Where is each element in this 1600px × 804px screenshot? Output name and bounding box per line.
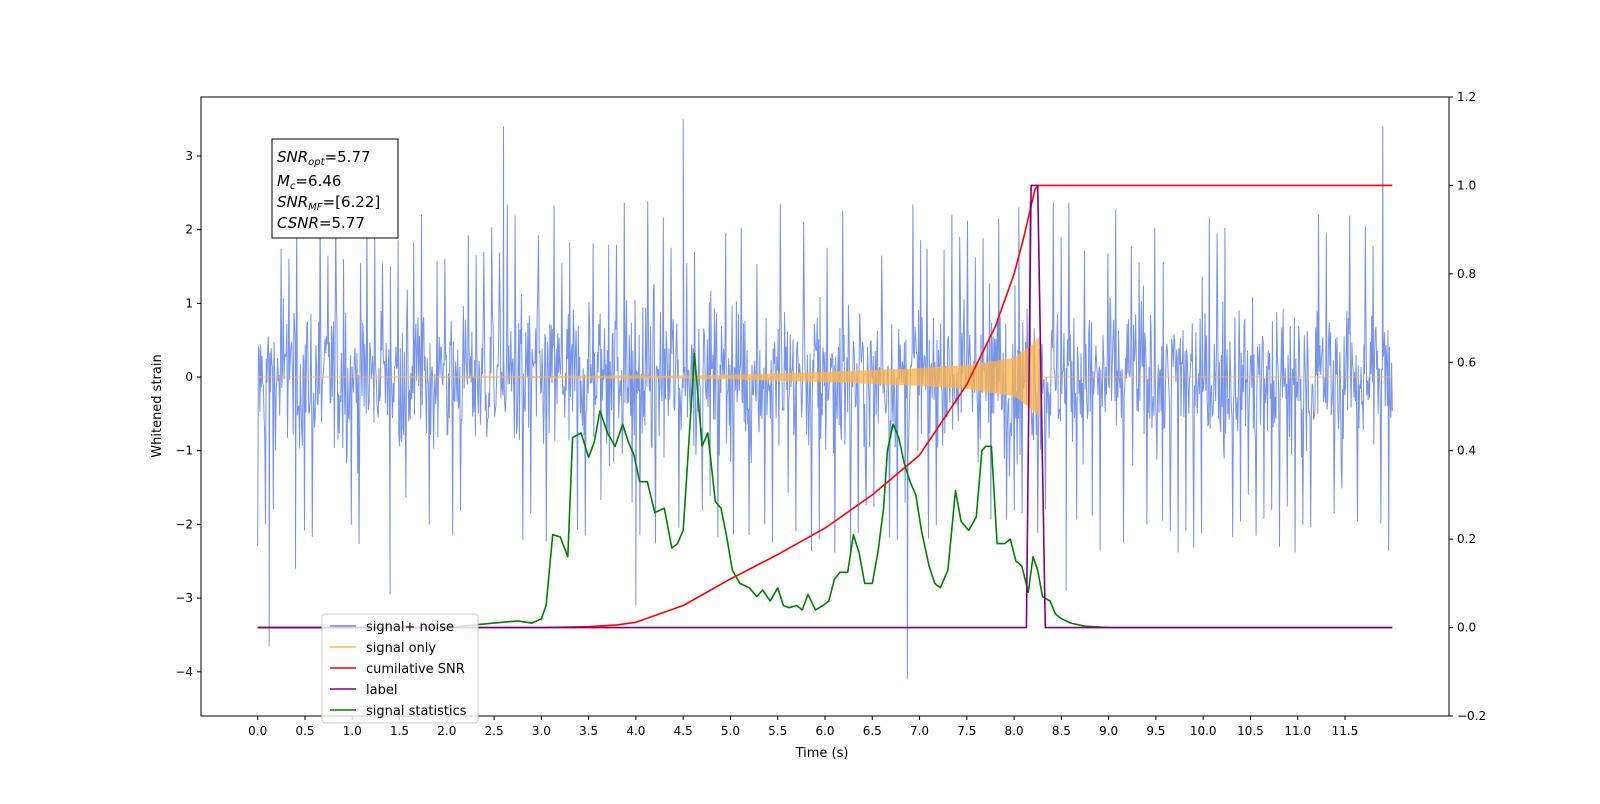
x-tick-label: 3.5 <box>579 724 598 738</box>
legend-label: signal statistics <box>366 704 467 719</box>
y-right-tick-label: 0.0 <box>1457 621 1476 635</box>
x-tick-label: 9.0 <box>1099 724 1118 738</box>
x-tick-label: 11.0 <box>1284 724 1311 738</box>
y-right-tick-label: 0.6 <box>1457 355 1476 369</box>
x-tick-label: 2.5 <box>485 724 504 738</box>
series-cumulative-snr-line <box>257 184 1393 629</box>
legend-label: cumilative SNR <box>366 662 465 677</box>
x-tick-label: 5.0 <box>721 724 740 738</box>
annotation-snr-opt: SNRopt=5.77 <box>277 148 371 168</box>
annotation-box: SNRopt=5.77 Mc=6.46 SNRMF=[6.22] CSNR=5.… <box>271 138 399 239</box>
annotation-frame <box>271 138 399 239</box>
x-tick-label: 6.5 <box>863 724 882 738</box>
x-tick-label: 10.5 <box>1237 724 1264 738</box>
series-label-line <box>257 184 1393 629</box>
x-tick-label: 0.0 <box>248 724 267 738</box>
y-right-tick-label: −0.2 <box>1457 709 1486 723</box>
x-tick-label: 9.5 <box>1146 724 1165 738</box>
legend-label: signal+ noise <box>366 620 454 635</box>
legend: signal+ noise signal only cumilative SNR la… <box>321 613 479 724</box>
x-tick-label: 11.5 <box>1332 724 1359 738</box>
y-left-tick-label: 2 <box>185 223 193 237</box>
x-tick-label: 1.0 <box>343 724 362 738</box>
x-tick-label: 2.0 <box>437 724 456 738</box>
y-axis-label-left: Whitened strain <box>150 354 165 457</box>
series-signal-only-line <box>257 336 1393 418</box>
y-left-tick-label: 1 <box>185 296 193 310</box>
annotation-mc: Mc=6.46 <box>277 172 341 192</box>
y-right-tick-label: 0.4 <box>1457 444 1476 458</box>
y-right-tick-label: 0.8 <box>1457 267 1476 281</box>
series-layer <box>257 119 1393 680</box>
x-tick-label: 6.0 <box>815 724 834 738</box>
x-axis: 0.0 0.5 1.0 1.5 2.0 2.5 3.0 3.5 4.0 4.5 5.0 5.5 6.0 6… <box>248 716 1358 738</box>
annotation-csnr: CSNR=5.77 <box>277 214 365 232</box>
x-tick-label: 1.5 <box>390 724 409 738</box>
x-axis-label: Time (s) <box>795 746 849 761</box>
x-tick-label: 0.5 <box>295 724 314 738</box>
y-right-tick-label: 1.0 <box>1457 178 1476 192</box>
x-tick-label: 3.0 <box>532 724 551 738</box>
y-right-tick-label: 0.2 <box>1457 532 1476 546</box>
x-tick-label: 7.5 <box>957 724 976 738</box>
legend-label: label <box>366 683 397 698</box>
annotation-snr-mf: SNRMF=[6.22] <box>277 193 380 213</box>
y-axis-right: 1.2 1.0 0.8 0.6 0.4 0.2 0.0 −0.2 <box>1449 90 1486 723</box>
series-signal-statistics-line <box>257 352 1393 629</box>
legend-label: signal only <box>366 641 436 656</box>
y-left-tick-label: −4 <box>175 665 193 679</box>
x-tick-label: 8.0 <box>1005 724 1024 738</box>
y-left-tick-label: 0 <box>185 370 193 384</box>
x-tick-label: 4.0 <box>626 724 645 738</box>
x-tick-label: 10.0 <box>1190 724 1217 738</box>
x-tick-label: 5.5 <box>768 724 787 738</box>
y-right-tick-label: 1.2 <box>1457 90 1476 104</box>
x-tick-label: 4.5 <box>674 724 693 738</box>
series-signal-noise-line <box>257 119 1393 680</box>
x-tick-label: 8.5 <box>1052 724 1071 738</box>
y-axis-left: 3 2 1 0 −1 −2 −3 −4 <box>175 149 201 679</box>
y-left-tick-label: −2 <box>175 517 193 531</box>
y-left-tick-label: −1 <box>175 444 193 458</box>
x-tick-label: 7.0 <box>910 724 929 738</box>
y-left-tick-label: −3 <box>175 591 193 605</box>
y-left-tick-label: 3 <box>185 149 193 163</box>
legend-frame <box>321 613 479 724</box>
